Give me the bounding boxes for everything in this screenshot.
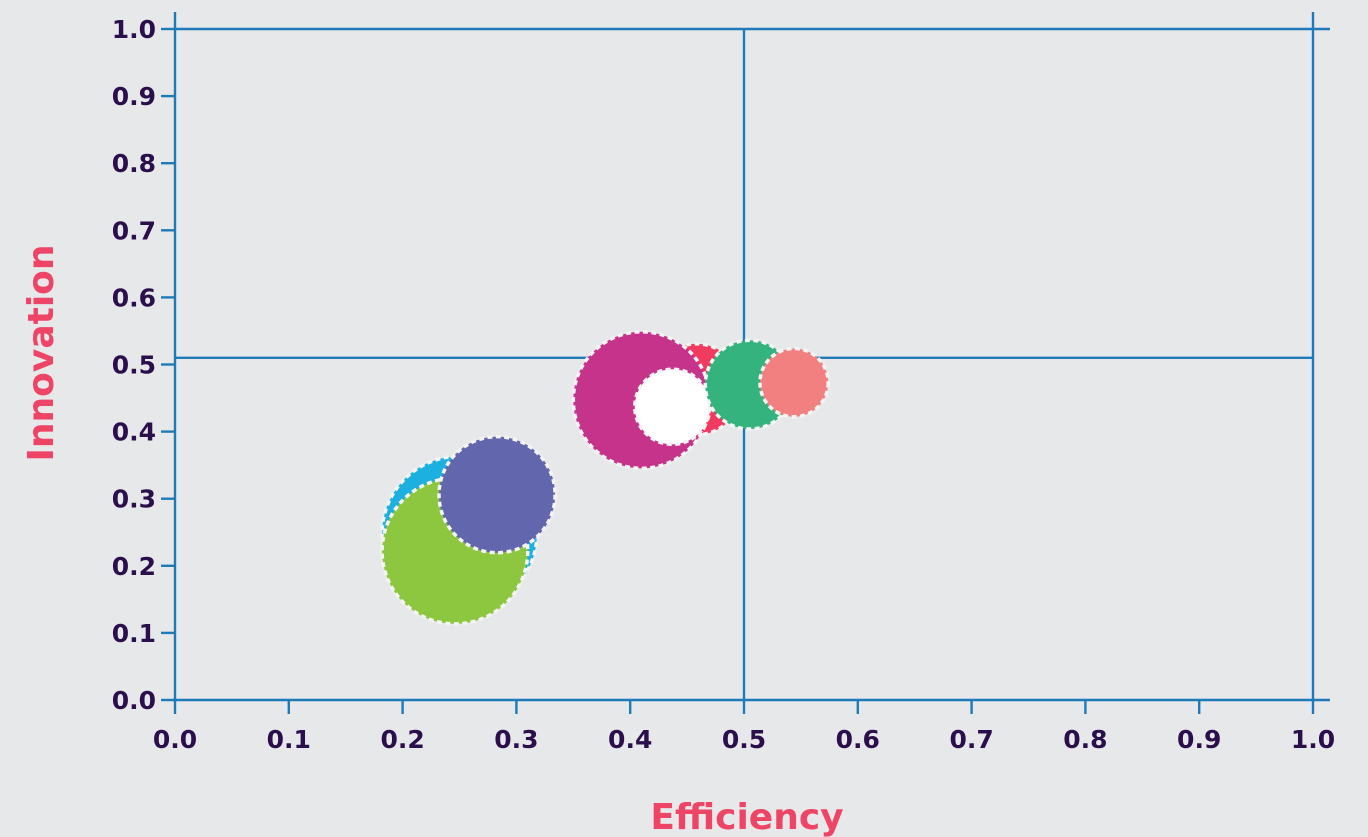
bubble-point-8	[758, 346, 830, 419]
y-tick-label: 0.7	[112, 216, 156, 245]
y-tick-label: 0.8	[112, 149, 156, 178]
x-tick-label: 0.4	[608, 725, 652, 754]
y-tick-label: 0.5	[112, 351, 156, 380]
y-tick-label: 0.4	[112, 418, 156, 447]
y-tick-label: 0.3	[112, 485, 156, 514]
x-tick-label: 0.7	[949, 725, 993, 754]
y-axis-title: Innovation	[21, 244, 62, 461]
y-axis-ticks: 0.0 0.1 0.2 0.3 0.4 0.5 0.6 0.7 0.8 0.9 1.0	[112, 15, 175, 715]
y-tick-label: 0.1	[112, 619, 156, 648]
x-tick-label: 0.3	[494, 725, 538, 754]
x-axis-title: Efficiency	[650, 797, 843, 837]
x-axis-ticks: 0.0 0.1 0.2 0.3 0.4 0.5 0.6 0.7 0.8 0.9 1.0	[153, 700, 1335, 754]
y-tick-label: 1.0	[112, 15, 156, 44]
bubble-point-6	[633, 367, 712, 447]
bubble-layer	[380, 330, 830, 626]
x-tick-label: 1.0	[1291, 725, 1335, 754]
y-tick-label: 0.2	[112, 552, 156, 581]
x-tick-label: 0.5	[722, 725, 766, 754]
x-tick-label: 0.6	[836, 725, 880, 754]
y-tick-label: 0.0	[112, 686, 156, 715]
y-tick-label: 0.9	[112, 82, 156, 111]
x-tick-label: 0.1	[267, 725, 311, 754]
x-tick-label: 0.8	[1063, 725, 1107, 754]
x-tick-label: 0.0	[153, 725, 197, 754]
bubble-point-3	[437, 434, 557, 555]
x-tick-label: 0.2	[380, 725, 424, 754]
y-tick-label: 0.6	[112, 283, 156, 312]
x-tick-label: 0.9	[1177, 725, 1221, 754]
